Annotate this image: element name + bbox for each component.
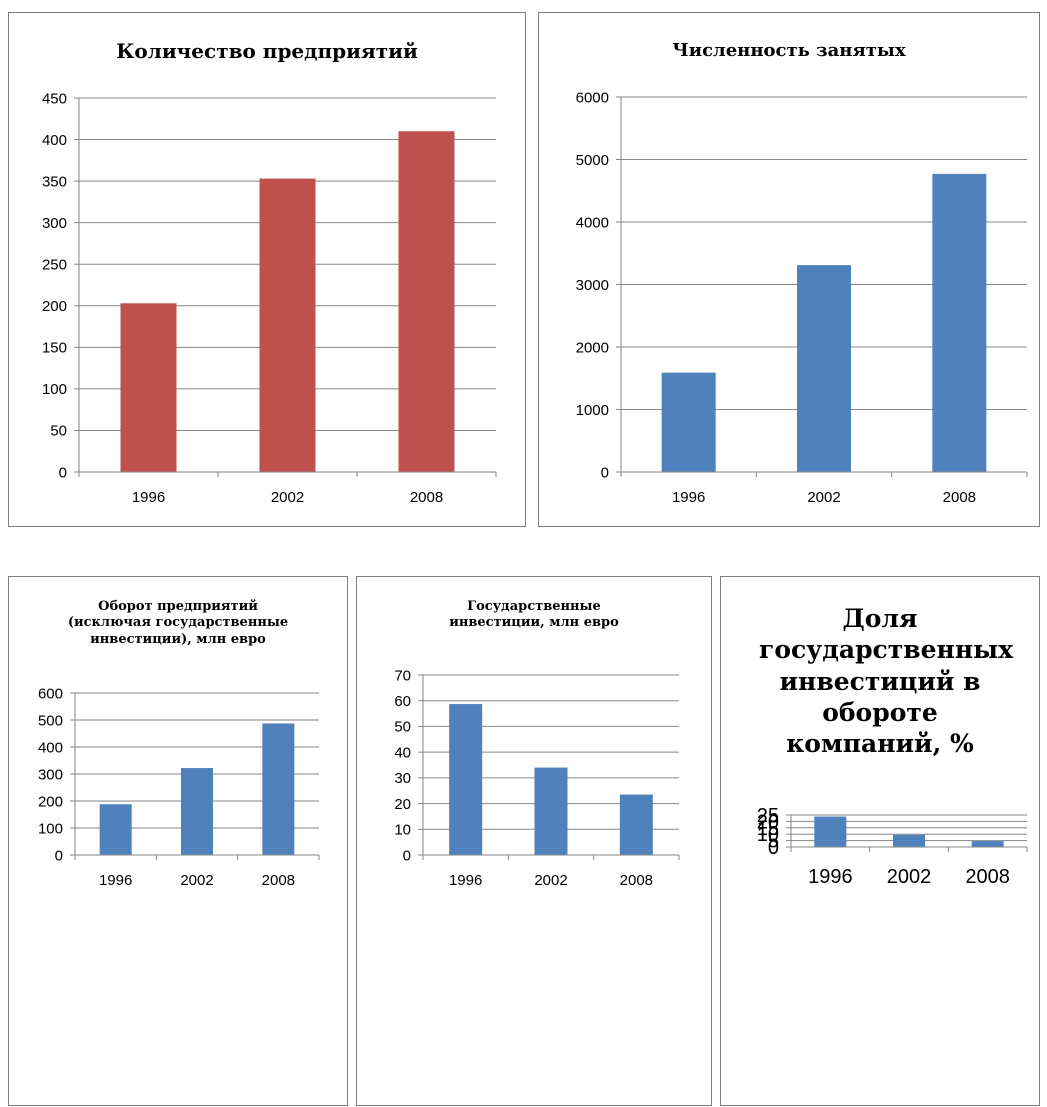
y-tick-label: 400 <box>38 739 63 756</box>
bar-2002 <box>893 834 925 847</box>
y-tick-label: 350 <box>42 173 67 190</box>
y-tick-label: 450 <box>42 90 67 107</box>
y-tick-label: 5000 <box>576 152 609 169</box>
x-tick-label: 2002 <box>887 866 932 888</box>
y-tick-label: 4000 <box>576 214 609 231</box>
bar-2008 <box>619 794 653 855</box>
x-tick-label: 1996 <box>672 489 705 506</box>
y-tick-label: 0 <box>55 847 63 864</box>
bar-2002 <box>797 265 851 472</box>
x-tick-label: 2008 <box>410 489 443 506</box>
chart-plot: 0 100 200 300 400 500 600 1996 2002 2008 <box>38 685 320 889</box>
bar-2008 <box>932 173 987 472</box>
x-tick-label: 2002 <box>271 489 304 506</box>
chart-title: Численность занятых <box>672 40 906 61</box>
bar-2008 <box>398 131 455 472</box>
y-tick-label: 500 <box>38 712 63 729</box>
chart-plot: 0 1000 2000 3000 4000 5000 6000 1996 2002 2008 <box>576 89 1028 506</box>
y-tick-label: 200 <box>38 793 63 810</box>
y-tick-label: 400 <box>42 132 67 149</box>
x-tick-label: 1996 <box>99 872 132 889</box>
y-tick-label: 50 <box>50 423 67 440</box>
y-tick-label: 300 <box>42 215 67 232</box>
chart-panel-state-investment: Государственные инвестиции, млн евро 0 10… <box>356 576 712 1106</box>
y-tick-label: 200 <box>42 298 67 315</box>
y-tick-label: 70 <box>394 667 411 684</box>
x-tick-label: 2008 <box>943 489 976 506</box>
x-tick-label: 2008 <box>620 872 653 889</box>
chart-panel-turnover: Оборот предприятий (исключая государстве… <box>8 576 348 1106</box>
y-tick-label: 60 <box>394 693 411 710</box>
y-tick-label: 0 <box>768 837 779 859</box>
bar-2002 <box>259 178 316 472</box>
bar-2002 <box>534 767 568 855</box>
y-tick-label: 0 <box>403 847 411 864</box>
bar-1996 <box>661 372 716 472</box>
bar-2008 <box>971 841 1004 847</box>
y-tick-label: 600 <box>38 685 63 702</box>
chart-title: Оборот предприятий (исключая государстве… <box>67 599 289 647</box>
bar-1996 <box>99 804 132 855</box>
y-tick-label: 150 <box>42 340 67 357</box>
y-tick-label: 10 <box>757 824 779 846</box>
x-tick-label: 2008 <box>965 866 1010 888</box>
y-tick-label: 0 <box>59 464 67 481</box>
chart-plot: 0 50 100 150 200 250 300 350 400 450 1996 2002 2008 <box>42 90 497 506</box>
bar-2008 <box>262 723 295 855</box>
y-tick-label: 5 <box>768 831 779 853</box>
x-tick-label: 1996 <box>808 866 853 888</box>
chart-panel-share: Доля государственных инвестиций в оборот… <box>720 576 1040 1106</box>
x-tick-label: 2002 <box>807 489 840 506</box>
y-tick-label: 0 <box>601 464 609 481</box>
y-tick-label: 2000 <box>576 339 609 356</box>
y-tick-label: 100 <box>38 820 63 837</box>
chart-plot: 0 10 20 30 40 50 60 70 1996 2002 2008 <box>394 667 680 889</box>
chart-title: Количество предприятий <box>116 39 418 63</box>
chart-panel-enterprises: Количество предприятий 0 50 100 150 200 250 30… <box>8 12 526 527</box>
y-tick-label: 25 <box>757 805 779 827</box>
chart-title: Государственные инвестиции, млн евро <box>449 599 619 631</box>
x-tick-label: 2008 <box>262 872 295 889</box>
x-tick-label: 1996 <box>449 872 482 889</box>
x-tick-label: 1996 <box>132 489 165 506</box>
x-tick-label: 2002 <box>534 872 567 889</box>
bar-1996 <box>814 816 847 847</box>
y-tick-label: 50 <box>394 719 411 736</box>
y-tick-label: 10 <box>394 822 411 839</box>
y-tick-label: 3000 <box>576 277 609 294</box>
y-tick-label: 40 <box>394 744 411 761</box>
y-tick-label: 20 <box>757 811 779 833</box>
chart-title: Доля государственных инвестиций в оборот… <box>759 604 1014 758</box>
y-tick-label: 250 <box>42 256 67 273</box>
x-tick-label: 2002 <box>180 872 213 889</box>
y-tick-label: 20 <box>394 796 411 813</box>
bar-1996 <box>449 704 483 855</box>
y-tick-label: 1000 <box>576 402 609 419</box>
y-tick-label: 6000 <box>576 89 609 106</box>
chart-panel-employed: Численность занятых 0 1000 2000 3000 4000 500… <box>538 12 1040 527</box>
y-tick-label: 15 <box>757 818 779 840</box>
y-tick-label: 300 <box>38 766 63 783</box>
y-tick-label: 100 <box>42 381 67 398</box>
bar-2002 <box>181 768 213 855</box>
bar-1996 <box>120 303 177 472</box>
y-tick-label: 30 <box>394 770 411 787</box>
